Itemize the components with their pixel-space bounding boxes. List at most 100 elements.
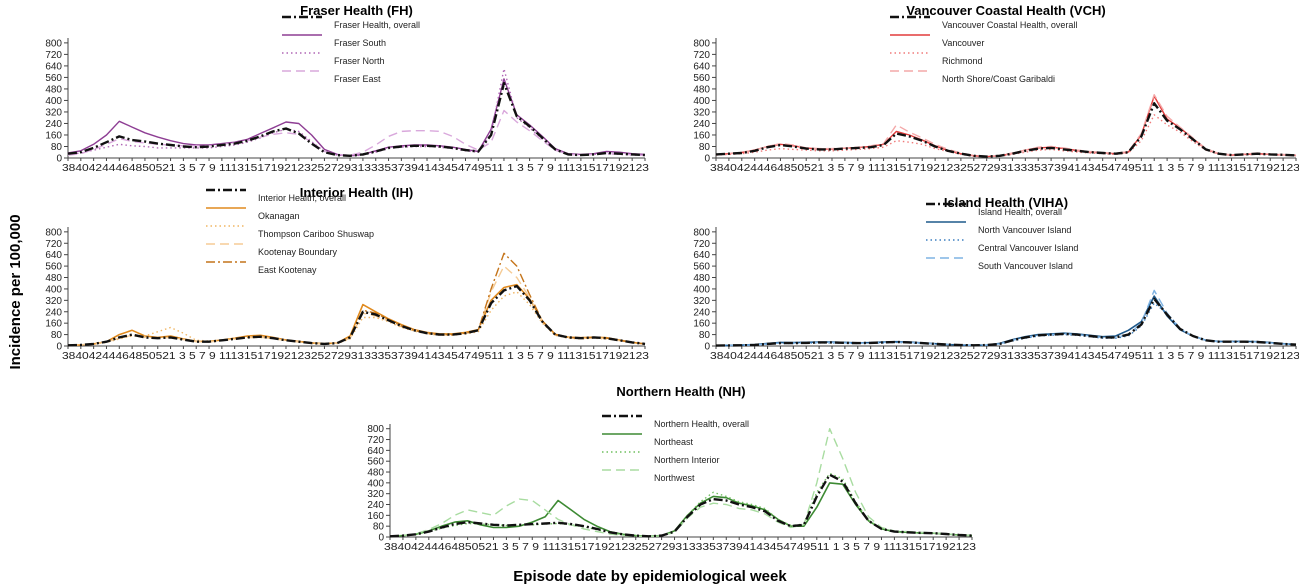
y-tick-label: 320 — [693, 107, 710, 118]
panel-title-fraser: Fraser Health (FH) — [300, 3, 413, 18]
figure-y-axis-label: Incidence per 100,000 — [7, 214, 24, 369]
legend-entry: Northeast — [654, 437, 694, 447]
y-tick-label: 80 — [373, 522, 385, 533]
legend-entry: Central Vancouver Island — [978, 243, 1078, 253]
y-tick-label: 560 — [367, 457, 384, 468]
y-tick-label: 240 — [45, 119, 62, 130]
y-tick-label: 480 — [45, 84, 62, 95]
y-tick-label: 240 — [693, 307, 710, 318]
y-tick-label: 400 — [693, 96, 710, 107]
y-tick-label: 160 — [693, 319, 710, 330]
series-line-east-kootenay — [67, 252, 646, 346]
series-line-fraser-health-overall — [67, 82, 646, 157]
series-line-northern-interior — [389, 472, 973, 537]
y-tick-label: 640 — [45, 61, 62, 72]
y-tick-label: 720 — [45, 50, 62, 61]
panel-fraser: Fraser Health (FH) 0801602403204004805606… — [45, 3, 649, 174]
y-tick-label: 320 — [45, 107, 62, 118]
y-tick-label: 480 — [693, 84, 710, 95]
y-tick-label: 720 — [693, 50, 710, 61]
legend-entry: Richmond — [942, 56, 983, 66]
legend-entry: Northern Health, overall — [654, 419, 749, 429]
legend-entry: Vancouver Coastal Health, overall — [942, 20, 1077, 30]
series-line-interior-health-overall — [67, 284, 646, 347]
series-line-north-vancouver-island — [715, 295, 1297, 347]
legend-entry: Northwest — [654, 473, 695, 483]
y-tick-label: 480 — [693, 273, 710, 284]
y-tick-label: 800 — [45, 227, 62, 238]
legend-entry: East Kootenay — [258, 265, 317, 275]
y-tick-label: 400 — [45, 96, 62, 107]
y-tick-label: 640 — [693, 250, 710, 261]
y-tick-label: 160 — [367, 511, 384, 522]
legend-entry: Okanagan — [258, 211, 300, 221]
y-tick-label: 400 — [45, 284, 62, 295]
y-tick-label: 720 — [45, 239, 62, 250]
y-tick-label: 800 — [367, 424, 384, 435]
y-tick-label: 320 — [693, 296, 710, 307]
figure-x-axis-label: Episode date by epidemiological week — [513, 568, 787, 585]
y-tick-label: 640 — [367, 446, 384, 457]
x-tick-labels: 38404244464850521 3 5 7 9 11131517192123… — [384, 542, 977, 553]
y-tick-label: 80 — [699, 142, 711, 153]
panel-title-interior: Interior Health (IH) — [300, 185, 413, 200]
y-tick-label: 800 — [693, 38, 710, 49]
series-line-fraser-east — [67, 109, 646, 157]
y-tick-label: 560 — [45, 73, 62, 84]
series-line-richmond — [715, 114, 1297, 158]
x-tick-labels: 38404244464850521 3 5 7 9 11131517192123… — [62, 163, 650, 174]
legend-entry: Thompson Cariboo Shuswap — [258, 229, 374, 239]
series-line-south-vancouver-island — [715, 289, 1297, 347]
legend-entry: North Shore/Coast Garibaldi — [942, 74, 1055, 84]
y-tick-label: 400 — [367, 478, 384, 489]
y-tick-label: 640 — [693, 61, 710, 72]
legend-entry: Fraser East — [334, 74, 381, 84]
y-tick-label: 80 — [699, 330, 711, 341]
series-line-kootenay-boundary — [67, 265, 646, 346]
legend-entry: Northern Interior — [654, 455, 720, 465]
y-tick-label: 320 — [367, 489, 384, 500]
y-tick-label: 560 — [693, 73, 710, 84]
panel-title-northern: Northern Health (NH) — [616, 384, 745, 399]
y-tick-label: 560 — [693, 262, 710, 273]
panel-title-vancouver-coastal: Vancouver Coastal Health (VCH) — [906, 3, 1105, 18]
y-tick-label: 160 — [45, 130, 62, 141]
legend-entry: North Vancouver Island — [978, 225, 1071, 235]
y-tick-label: 800 — [693, 227, 710, 238]
series-line-central-vancouver-island — [715, 302, 1297, 347]
y-tick-label: 0 — [704, 154, 710, 165]
y-tick-label: 160 — [693, 130, 710, 141]
y-tick-label: 560 — [45, 262, 62, 273]
panel-vancouver-coastal: Vancouver Coastal Health (VCH)0801602403… — [693, 3, 1299, 174]
y-tick-label: 400 — [693, 284, 710, 295]
y-tick-label: 720 — [693, 239, 710, 250]
legend-entry: Fraser North — [334, 56, 385, 66]
x-tick-labels: 38404244464850521 3 5 7 9 11131517192123… — [62, 351, 650, 362]
legend-entry: Island Health, overall — [978, 207, 1062, 217]
y-tick-label: 320 — [45, 296, 62, 307]
legend-entry: Vancouver — [942, 38, 984, 48]
y-tick-label: 80 — [51, 330, 63, 341]
y-tick-label: 240 — [45, 307, 62, 318]
panel-island: Island Health (VIHA) 08016024032040048056… — [693, 195, 1299, 362]
x-tick-labels: 38404244464850521 3 5 7 9 11131517192123… — [710, 351, 1299, 362]
legend-entry: South Vancouver Island — [978, 261, 1073, 271]
y-tick-label: 720 — [367, 435, 384, 446]
panel-title-island: Island Health (VIHA) — [944, 195, 1068, 210]
y-tick-label: 0 — [56, 154, 62, 165]
series-line-vancouver-coastal-health-overall — [715, 102, 1297, 158]
legend-entry: Fraser South — [334, 38, 386, 48]
y-tick-label: 160 — [45, 319, 62, 330]
y-tick-label: 480 — [367, 468, 384, 479]
y-tick-label: 640 — [45, 250, 62, 261]
legend-entry: Fraser Health, overall — [334, 20, 420, 30]
legend-entry: Kootenay Boundary — [258, 247, 338, 257]
panel-northern: Northern Health (NH) 08016024032040048056… — [367, 384, 976, 553]
y-tick-label: 0 — [704, 342, 710, 353]
series-line-northern-health-overall — [389, 473, 973, 538]
panels-group: Fraser Health (FH)0801602403204004805606… — [45, 3, 1299, 553]
y-tick-label: 800 — [45, 38, 62, 49]
panel-interior: Interior Health (IH) 08016024032040048056… — [45, 185, 649, 362]
series-line-island-health-overall — [715, 297, 1297, 347]
